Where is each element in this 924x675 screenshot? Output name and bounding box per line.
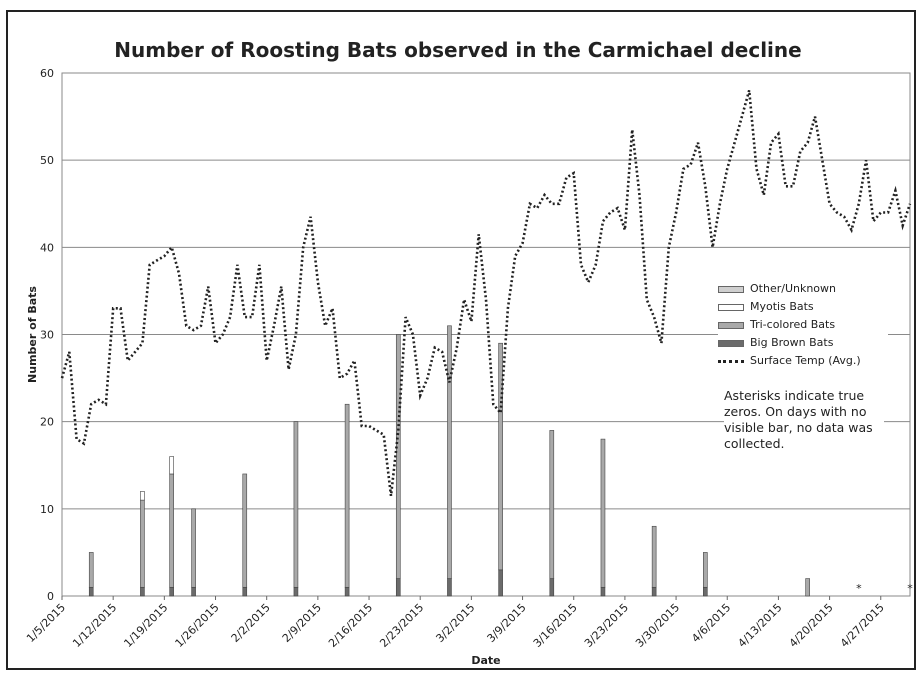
bar-big-brown (242, 586, 248, 597)
bar-big-brown (447, 578, 452, 597)
x-tick-label: 1/12/2015 (70, 601, 119, 650)
x-tick-label: 3/16/2015 (531, 601, 580, 650)
bar-tri-colored (651, 525, 657, 588)
x-tick-label: 2/2/2015 (229, 601, 273, 645)
legend-label-big-brown: Big Brown Bats (750, 336, 834, 349)
bar-big-brown (293, 586, 299, 597)
legend-item-big-brown: Big Brown Bats (718, 334, 888, 352)
x-axis-title: Date (471, 654, 500, 667)
bar-tri-colored (242, 473, 248, 588)
x-tick-label: 2/23/2015 (377, 601, 426, 650)
bar-tri-colored (600, 438, 606, 588)
x-tick-label: 1/19/2015 (121, 601, 170, 650)
bar-tri-colored (447, 325, 452, 579)
bar-big-brown (600, 586, 606, 597)
surface-temp-line (60, 90, 912, 496)
chart-frame: Number of Roosting Bats observed in the … (6, 10, 916, 670)
legend-item-surface-temp: Surface Temp (Avg.) (718, 352, 888, 370)
bar-big-brown (395, 578, 401, 597)
bar-tri-colored (703, 552, 708, 588)
bar-tri-colored (549, 430, 555, 579)
x-tick-label: 2/9/2015 (280, 601, 324, 645)
bar-tri-colored (88, 552, 94, 588)
x-tick-label: 2/16/2015 (326, 601, 375, 650)
legend-swatch-big-brown (718, 339, 744, 347)
annotation-note: Asterisks indicate true zeros. On days w… (724, 388, 884, 452)
legend-swatch-surface-temp (718, 359, 744, 363)
legend-item-myotis: Myotis Bats (718, 298, 888, 316)
x-tick-label: 3/2/2015 (433, 601, 477, 645)
true-zero-marker: * (907, 582, 913, 595)
bar-big-brown (498, 569, 503, 597)
bar-tri-colored (344, 403, 350, 588)
bar-big-brown (344, 586, 350, 597)
legend-label-myotis: Myotis Bats (750, 300, 814, 313)
bar-tri-colored (140, 499, 145, 588)
bar-tri-colored (191, 508, 196, 588)
bar-myotis (140, 491, 145, 501)
y-tick-label: 0 (47, 590, 54, 603)
y-tick-label: 30 (40, 329, 54, 342)
y-tick-label: 10 (40, 503, 54, 516)
bar-big-brown (169, 586, 174, 597)
bar-big-brown (651, 586, 657, 597)
y-tick-label: 50 (40, 154, 54, 167)
bar-myotis (169, 456, 174, 475)
surface-temp-series (60, 90, 912, 496)
x-tick-label: 3/23/2015 (582, 601, 631, 650)
legend-swatch-myotis (718, 303, 744, 311)
legend-label-surface-temp: Surface Temp (Avg.) (750, 354, 861, 367)
x-tick-label: 4/13/2015 (735, 601, 784, 650)
x-tick-label: 1/26/2015 (173, 601, 222, 650)
bar-big-brown (191, 586, 196, 597)
x-tick-label: 4/27/2015 (838, 601, 887, 650)
bar-tri-colored (395, 334, 401, 579)
x-tick-label: 4/6/2015 (689, 601, 733, 645)
y-tick-label: 20 (40, 416, 54, 429)
bar-big-brown (140, 586, 145, 597)
legend-label-other: Other/Unknown (750, 282, 837, 295)
x-tick-label: 3/9/2015 (485, 601, 529, 645)
bar-big-brown (703, 586, 708, 597)
bar-big-brown (549, 578, 555, 597)
bar-tri-colored (805, 578, 810, 597)
legend-swatch-other (718, 285, 744, 293)
bar-series: * * (88, 325, 913, 597)
y-tick-label: 60 (40, 67, 54, 80)
true-zero-marker: * (856, 582, 862, 595)
bar-tri-colored (498, 342, 503, 571)
legend: Other/Unknown Myotis Bats Tri-colored Ba… (718, 280, 888, 370)
bar-big-brown (88, 586, 94, 597)
y-axis-title: Number of Bats (26, 286, 39, 383)
bar-tri-colored (169, 473, 174, 588)
y-tick-label: 40 (40, 241, 54, 254)
chart-canvas: ** 0102030405060215-5-1-21/5/20151/12/20… (24, 67, 913, 667)
x-tick-label: 1/5/2015 (24, 601, 68, 645)
x-tick-label: 4/20/2015 (787, 601, 836, 650)
legend-item-other: Other/Unknown (718, 280, 888, 298)
x-tick-label: 3/30/2015 (633, 601, 682, 650)
legend-label-tri-colored: Tri-colored Bats (750, 318, 836, 331)
legend-swatch-tri-colored (718, 321, 744, 329)
chart-title: Number of Roosting Bats observed in the … (114, 38, 802, 62)
bar-tri-colored (293, 421, 299, 588)
legend-item-tri-colored: Tri-colored Bats (718, 316, 888, 334)
